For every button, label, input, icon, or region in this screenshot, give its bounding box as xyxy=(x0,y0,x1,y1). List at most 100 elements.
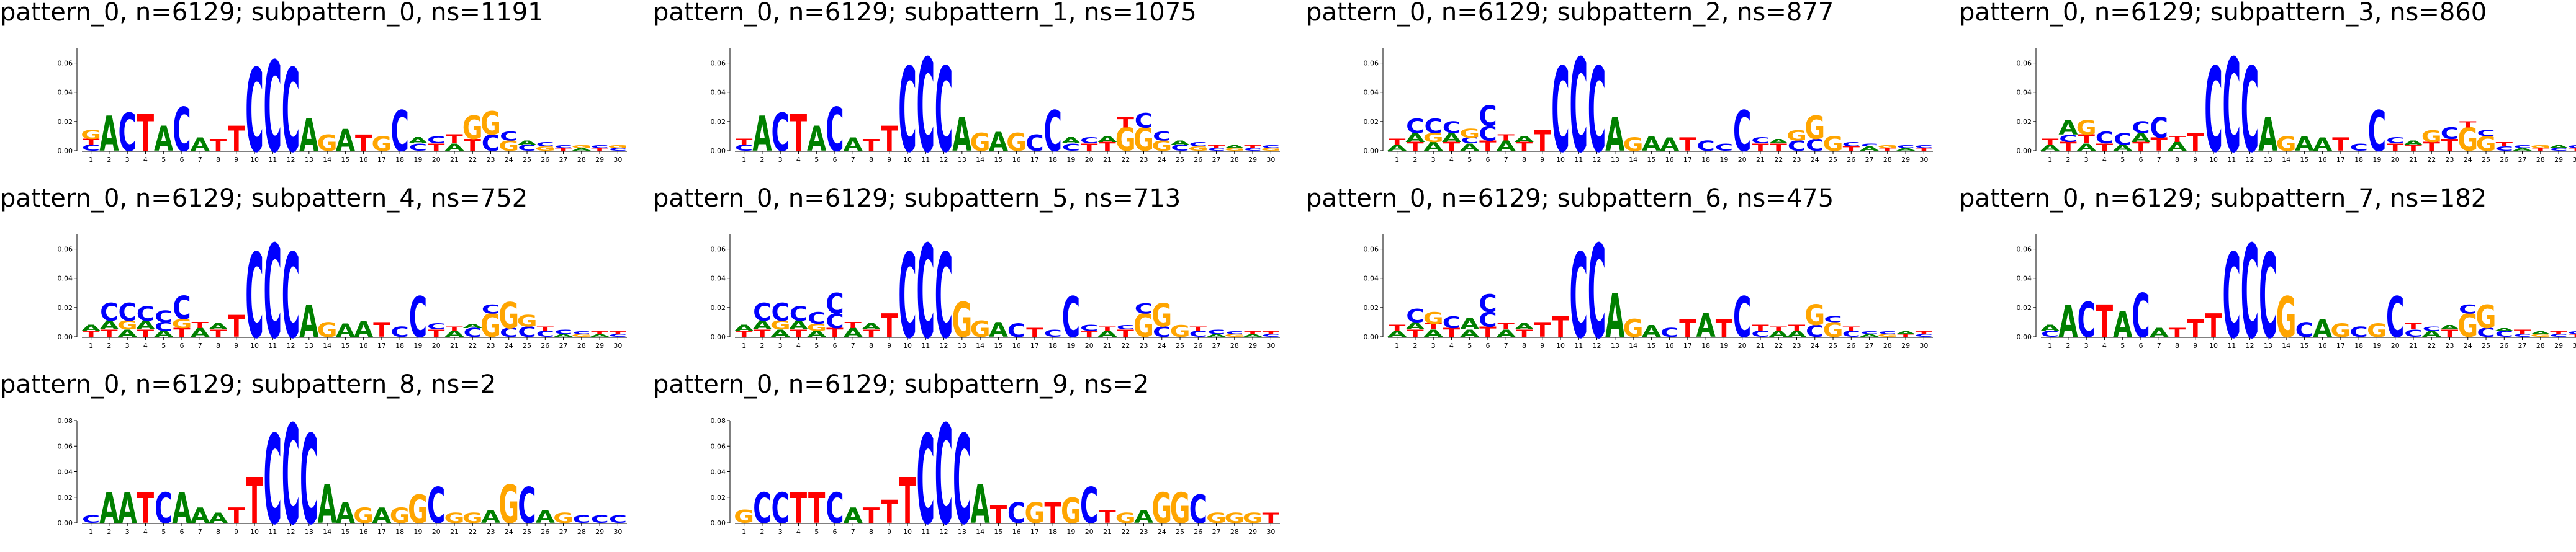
logo-letter-C: C xyxy=(1135,300,1153,316)
logo-letter-G: G xyxy=(1133,307,1154,344)
logo-letter-G: G xyxy=(1006,129,1027,157)
x-tick-label: 2 xyxy=(107,342,111,350)
logo-letter-T: T xyxy=(1916,330,1933,335)
logo-letter-T: T xyxy=(1843,145,1860,152)
logo-letter-A: A xyxy=(1515,323,1534,332)
logo-letter-G: G xyxy=(1224,510,1245,526)
x-tick-label: 8 xyxy=(216,156,220,164)
logo-letter-A: A xyxy=(2258,109,2277,162)
x-tick-label: 11 xyxy=(921,342,930,350)
logo-letter-C: C xyxy=(2495,145,2513,152)
logo-letter-C: C xyxy=(82,514,100,526)
logo-letter-A: A xyxy=(444,142,464,153)
logo-letter-C: C xyxy=(2059,133,2077,145)
logo-letter-A: A xyxy=(336,320,355,341)
logo-letter-G: G xyxy=(770,319,791,332)
x-tick-label: 15 xyxy=(341,528,349,536)
x-tick-label: 2 xyxy=(1413,342,1417,350)
logo-letter-T: T xyxy=(1208,144,1225,149)
logo-letter-C: C xyxy=(1117,324,1135,331)
x-tick-label: 21 xyxy=(450,342,459,350)
x-tick-label: 30 xyxy=(1919,156,1928,164)
x-tick-label: 28 xyxy=(2536,156,2545,164)
logo-letter-T: T xyxy=(1897,333,1914,338)
logo-letter-A: A xyxy=(1387,143,1407,153)
y-tick-label: 0.06 xyxy=(58,60,73,68)
x-tick-label: 27 xyxy=(1865,156,1874,164)
logo-letter-T: T xyxy=(1117,114,1135,130)
logo-letter-C: C xyxy=(2241,43,2259,178)
logo-letter-A: A xyxy=(844,504,863,528)
x-tick-label: 1 xyxy=(89,342,93,350)
logo-letter-T: T xyxy=(228,309,245,344)
x-tick-label: 11 xyxy=(921,528,930,536)
logo-letter-T: T xyxy=(1534,125,1551,158)
x-tick-label: 19 xyxy=(413,342,422,350)
x-tick-label: 25 xyxy=(1829,156,1837,164)
logo-letter-C: C xyxy=(753,484,771,533)
logo-letter-T: T xyxy=(591,330,608,335)
logo-letter-A: A xyxy=(1660,134,1679,155)
logo-letter-C: C xyxy=(1025,130,1043,156)
x-tick-label: 14 xyxy=(2282,156,2290,164)
logo-letter-C: C xyxy=(590,144,608,149)
x-tick-label: 5 xyxy=(1467,342,1472,350)
logo-letter-C: C xyxy=(500,326,518,340)
x-tick-label: 17 xyxy=(1030,156,1039,164)
logo-letter-G: G xyxy=(1623,315,1644,343)
x-tick-label: 13 xyxy=(2264,156,2272,164)
x-tick-label: 19 xyxy=(1719,342,1728,350)
logo-letter-C: C xyxy=(1860,143,1878,148)
logo-letter-C: C xyxy=(1733,285,1751,350)
logo-chart-7: 0.000.020.040.061 2 3 4 5 6 7 8 9 10 11 12 13 14 15 16 1… xyxy=(2017,219,2576,368)
logo-letter-C: C xyxy=(500,130,518,143)
x-tick-label: 20 xyxy=(1738,156,1747,164)
logo-letter-T: T xyxy=(1516,328,1533,339)
logo-letter-G: G xyxy=(1459,127,1480,141)
x-tick-label: 29 xyxy=(595,156,604,164)
x-tick-label: 15 xyxy=(994,528,1002,536)
logo-letter-T: T xyxy=(2169,135,2186,144)
x-tick-label: 7 xyxy=(1504,156,1508,164)
logo-letter-A: A xyxy=(2113,303,2132,345)
x-tick-label: 20 xyxy=(1085,342,1094,350)
x-tick-label: 7 xyxy=(851,342,855,350)
y-tick-label: 0.02 xyxy=(711,494,726,502)
x-tick-label: 9 xyxy=(887,342,891,350)
x-tick-label: 6 xyxy=(2138,342,2143,350)
x-tick-label: 16 xyxy=(359,156,368,164)
x-tick-label: 17 xyxy=(1030,528,1039,536)
logo-letter-C: C xyxy=(953,409,971,552)
y-tick-label: 0.02 xyxy=(58,494,73,502)
logo-letter-G: G xyxy=(734,507,754,528)
logo-letter-T: T xyxy=(1081,142,1098,153)
x-tick-label: 16 xyxy=(1012,156,1021,164)
logo-letter-A: A xyxy=(118,484,137,533)
x-tick-label: 7 xyxy=(198,156,202,164)
x-tick-label: 30 xyxy=(2572,156,2576,164)
logo-letter-A: A xyxy=(481,507,500,528)
logo-letter-G: G xyxy=(1423,131,1444,145)
logo-letter-A: A xyxy=(99,484,119,533)
x-tick-label: 23 xyxy=(1140,342,1148,350)
logo-letter-C: C xyxy=(1189,487,1207,532)
x-tick-label: 6 xyxy=(2138,156,2143,164)
logo-letter-C: C xyxy=(2295,318,2313,342)
x-tick-label: 15 xyxy=(341,342,349,350)
logo-letter-C: C xyxy=(1733,99,1751,164)
logo-letter-T: T xyxy=(1443,140,1461,154)
x-tick-label: 13 xyxy=(305,528,313,536)
logo-letter-C: C xyxy=(1842,141,1860,148)
x-tick-label: 26 xyxy=(541,156,549,164)
logo-letter-A: A xyxy=(1605,109,1624,162)
x-tick-label: 10 xyxy=(903,342,912,350)
x-tick-label: 30 xyxy=(2572,342,2576,350)
logo-letter-G: G xyxy=(1115,121,1136,158)
x-tick-label: 9 xyxy=(234,342,238,350)
logo-letter-A: A xyxy=(1497,138,1516,154)
x-tick-label: 15 xyxy=(2300,156,2308,164)
x-tick-label: 15 xyxy=(1647,342,1655,350)
x-tick-label: 26 xyxy=(1847,342,1855,350)
panel-title: pattern_0, n=6129; subpattern_6, ns=475 xyxy=(1306,184,1834,213)
logo-letter-T: T xyxy=(210,136,227,154)
